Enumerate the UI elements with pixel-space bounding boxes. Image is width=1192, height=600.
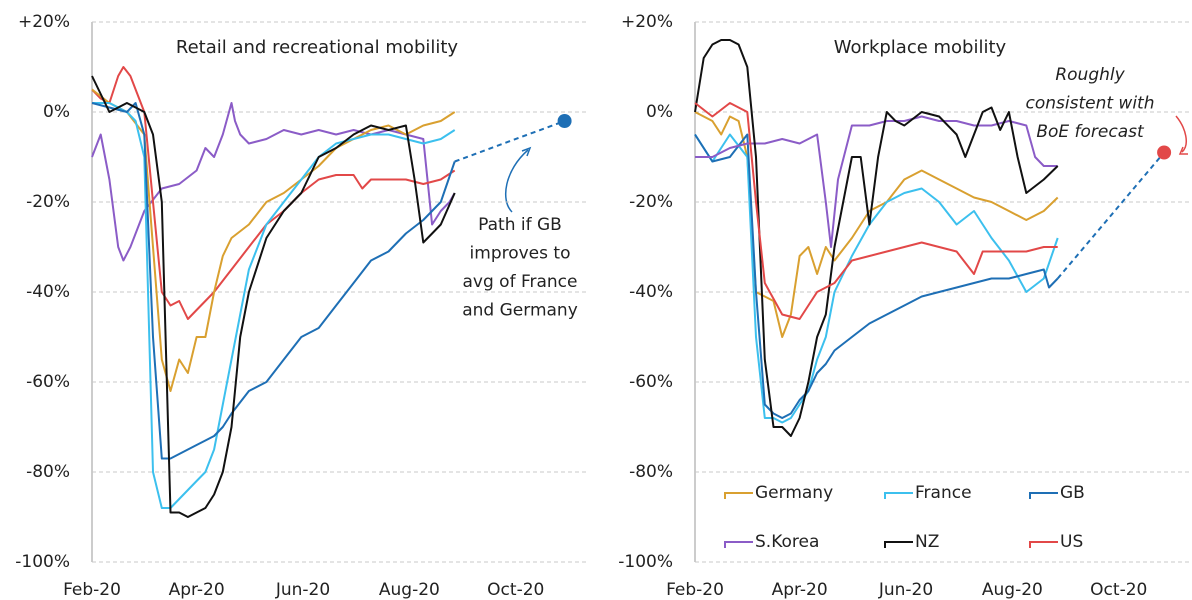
series-line: [694, 111, 1059, 338]
y-tick-label: +20%: [18, 12, 70, 32]
legend-swatch: [1029, 541, 1058, 548]
series-line: [694, 102, 1058, 320]
legend-swatch: [724, 492, 753, 499]
y-tick-label: +20%: [621, 12, 673, 32]
x-tick-label: Aug-20: [982, 580, 1043, 600]
projection-dot: [557, 114, 572, 128]
projection-dot: [1157, 145, 1172, 160]
series-line: [91, 66, 456, 320]
x-tick-label: Feb-20: [63, 580, 121, 600]
series-line: [694, 133, 1059, 419]
y-tick-label: -60%: [26, 372, 70, 392]
y-tick-label: -80%: [629, 462, 673, 482]
series-line: [694, 39, 1059, 437]
annotation-text: consistent with: [1026, 94, 1155, 114]
legend-swatch: [884, 492, 913, 499]
y-tick-label: -100%: [618, 552, 673, 572]
chart-title: Workplace mobility: [834, 37, 1007, 58]
projection-line: [1056, 151, 1165, 280]
series-line: [695, 115, 1058, 248]
annotation-arrow: [504, 149, 529, 213]
legend-label: GB: [1060, 483, 1085, 503]
legend-label: Germany: [755, 483, 833, 503]
annotation-arrow: [1175, 115, 1188, 153]
y-tick-label: -40%: [629, 282, 673, 302]
legend-swatch: [1029, 492, 1058, 499]
annotation-text: Path if GB: [478, 215, 562, 235]
y-tick-label: -100%: [15, 552, 70, 572]
annotation-text: and Germany: [462, 301, 578, 321]
series-line: [92, 102, 456, 509]
x-tick-label: Apr-20: [169, 580, 225, 600]
legend-label: US: [1060, 532, 1083, 552]
y-tick-label: -20%: [26, 192, 70, 212]
series-line: [91, 75, 456, 518]
series-line: [694, 133, 1059, 424]
projection-line: [454, 120, 565, 163]
x-tick-label: Jun-20: [878, 580, 933, 600]
x-tick-label: Oct-20: [487, 580, 544, 600]
y-tick-label: -60%: [629, 372, 673, 392]
chart-title: Retail and recreational mobility: [176, 37, 459, 58]
annotation-text: improves to: [470, 244, 571, 264]
y-tick-label: -20%: [629, 192, 673, 212]
x-tick-label: Feb-20: [666, 580, 724, 600]
legend-label: NZ: [915, 532, 939, 552]
annotation-arrowhead: [521, 146, 532, 157]
annotation-text: Roughly: [1055, 65, 1125, 85]
x-tick-label: Jun-20: [275, 580, 330, 600]
series-line: [91, 102, 456, 460]
x-tick-label: Apr-20: [772, 580, 828, 600]
legend-swatch: [724, 541, 753, 548]
annotation-text: BoE forecast: [1036, 122, 1145, 142]
legend-swatch: [884, 541, 913, 548]
legend-label: France: [915, 483, 972, 503]
legend-label: S.Korea: [755, 532, 819, 552]
series-line: [91, 88, 456, 392]
y-tick-label: -80%: [26, 462, 70, 482]
annotation-text: avg of France: [463, 272, 578, 292]
y-tick-label: 0%: [646, 102, 673, 122]
x-tick-label: Aug-20: [379, 580, 440, 600]
y-tick-label: 0%: [43, 102, 70, 122]
x-tick-label: Oct-20: [1090, 580, 1147, 600]
annotation-arrowhead: [1178, 146, 1188, 155]
y-tick-label: -40%: [26, 282, 70, 302]
